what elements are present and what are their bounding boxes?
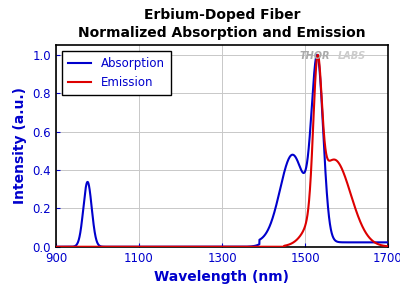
Emission <box>318 68 322 72</box>
Emission <box>70 245 75 248</box>
Emission <box>264 245 269 248</box>
Emission <box>54 245 58 248</box>
Absorption <box>264 230 269 234</box>
Absorption <box>174 245 178 248</box>
Absorption <box>250 244 255 248</box>
Emission <box>316 53 320 57</box>
Emission <box>250 245 255 248</box>
Emission <box>386 244 390 248</box>
Absorption <box>70 245 75 248</box>
Absorption <box>315 53 320 57</box>
Text: THOR: THOR <box>300 51 330 61</box>
Absorption <box>318 72 322 76</box>
X-axis label: Wavelength (nm): Wavelength (nm) <box>154 270 290 284</box>
Legend: Absorption, Emission: Absorption, Emission <box>62 51 171 95</box>
Absorption <box>386 241 390 244</box>
Absorption <box>300 170 304 173</box>
Emission <box>174 245 178 248</box>
Title: Erbium-Doped Fiber
Normalized Absorption and Emission: Erbium-Doped Fiber Normalized Absorption… <box>78 8 366 40</box>
Y-axis label: Intensity (a.u.): Intensity (a.u.) <box>13 88 27 204</box>
Absorption <box>54 245 58 248</box>
Line: Emission: Emission <box>56 55 388 247</box>
Text: LABS: LABS <box>338 51 366 61</box>
Emission <box>300 231 304 235</box>
Line: Absorption: Absorption <box>56 55 388 247</box>
